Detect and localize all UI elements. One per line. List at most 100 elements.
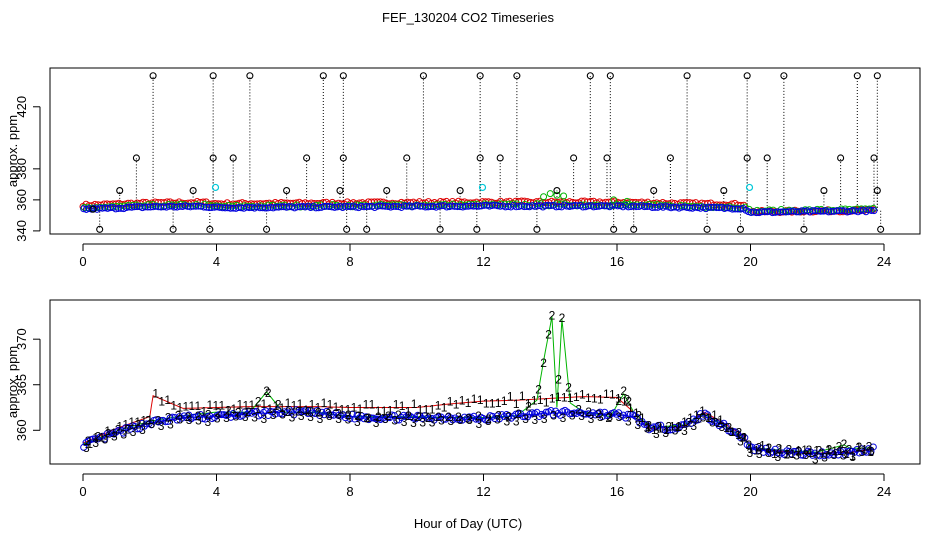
bottom-series-2-label: 2 <box>495 408 502 422</box>
bottom-series-1-label: 1 <box>663 423 670 437</box>
top-blue-point <box>389 202 397 210</box>
bottom-series-2-label: 2 <box>555 372 562 386</box>
bottom-series-2-label: 2 <box>766 441 773 455</box>
top-blue-point <box>520 203 528 211</box>
bottom-series-2-label: 2 <box>585 405 592 419</box>
bottom-series-1-label: 1 <box>813 443 820 457</box>
bottom-series-1-label: 1 <box>200 405 207 419</box>
top-black-point <box>339 154 347 162</box>
bottom-series-3-point <box>500 413 508 421</box>
bottom-series-3-point <box>566 410 574 418</box>
top-blue-point <box>584 202 592 210</box>
top-blue-point <box>817 207 825 215</box>
top-data-layer <box>79 72 885 233</box>
top-black-point <box>303 154 311 162</box>
bottom-series-1-label: 1 <box>333 400 340 414</box>
bottom-series-3-point <box>320 411 328 419</box>
bottom-series-1-label: 1 <box>849 449 856 463</box>
top-blue-point <box>771 208 779 216</box>
bottom-series-2-label: 2 <box>756 440 763 454</box>
top-black-point <box>209 72 217 80</box>
top-blue-point <box>221 204 229 212</box>
top-blue-point <box>256 204 264 212</box>
bottom-series-3-point <box>731 428 739 436</box>
bottom-series-3-point <box>297 408 305 416</box>
bottom-series-3-point <box>215 411 223 419</box>
top-blue-point <box>542 201 550 209</box>
bottom-series-1-label: 1 <box>717 413 724 427</box>
bottom-series-1-label: 1 <box>435 398 442 412</box>
bottom-series-3-point <box>825 451 833 459</box>
top-black-point <box>743 72 751 80</box>
bottom-series-1-label: 1 <box>765 442 772 456</box>
bottom-series-3-point <box>229 409 237 417</box>
top-blue-point <box>552 203 560 211</box>
bottom-series-1-label: 1 <box>855 440 862 454</box>
bottom-series-2-label: 2 <box>645 419 652 433</box>
bottom-series-1-label: 1 <box>243 398 250 412</box>
bottom-series-3-point <box>549 411 557 419</box>
bottom-series-3-label: 3 <box>662 426 669 440</box>
bottom-series-3-point <box>397 414 405 422</box>
top-y-tick-label: 340 <box>14 220 29 242</box>
top-black-point <box>720 187 728 195</box>
bottom-series-2-label: 2 <box>715 416 722 430</box>
top-blue-point <box>320 202 328 210</box>
bottom-series-3-point <box>678 421 686 429</box>
bottom-series-1-label: 1 <box>555 390 562 404</box>
bottom-series-1-label: 1 <box>146 413 153 427</box>
bottom-series-3-label: 3 <box>644 421 651 435</box>
bottom-series-1-label: 1 <box>375 404 382 418</box>
top-blue-point <box>114 204 122 212</box>
bottom-series-3-point <box>748 443 756 451</box>
top-blue-point <box>670 203 678 211</box>
bottom-series-3-point <box>862 448 870 456</box>
top-blue-point <box>347 203 355 211</box>
bottom-series-1-label: 1 <box>417 402 424 416</box>
top-black-point <box>800 225 808 233</box>
bottom-series-2-label: 2 <box>405 409 412 423</box>
bottom-series-3-point <box>760 448 768 456</box>
top-blue-point <box>435 202 443 210</box>
bottom-series-1-label: 1 <box>615 392 622 406</box>
bottom-series-2-label: 2 <box>345 408 352 422</box>
bottom-series-1-label: 1 <box>699 404 706 418</box>
bottom-series-2-label: 2 <box>335 406 342 420</box>
top-blue-point <box>152 202 160 210</box>
top-blue-point <box>341 202 349 210</box>
bottom-series-3-point <box>367 414 375 422</box>
top-blue-point <box>176 202 184 210</box>
top-blue-point <box>424 203 432 211</box>
top-blue-point <box>264 204 272 212</box>
top-blue-point <box>125 203 133 211</box>
top-blue-point <box>782 208 790 216</box>
bottom-series-3-label: 3 <box>214 412 221 426</box>
top-black-point <box>209 154 217 162</box>
bottom-series-3-point <box>708 417 716 425</box>
bottom-series-3-point <box>372 415 380 423</box>
bottom-series-2-label: 2 <box>549 308 556 322</box>
bottom-series-3-point <box>355 414 363 422</box>
bottom-series-3-label: 3 <box>840 448 847 462</box>
bottom-series-1-label: 1 <box>561 390 568 404</box>
bottom-series-1-label: 1 <box>807 446 814 460</box>
top-blue-point <box>245 204 253 212</box>
bottom-series-3-label: 3 <box>204 415 211 429</box>
bottom-series-3-point <box>556 411 564 419</box>
top-blue-point <box>98 204 106 212</box>
bottom-series-1-label: 1 <box>597 392 604 406</box>
top-black-point <box>703 225 711 233</box>
top-blue-point <box>259 204 267 212</box>
bottom-series-1-label: 1 <box>681 415 688 429</box>
top-green-point <box>553 191 561 199</box>
bottom-series-3-label: 3 <box>868 444 875 458</box>
top-black-point <box>116 187 124 195</box>
top-green-point <box>180 201 188 209</box>
bottom-series-2-label: 2 <box>415 410 422 424</box>
bottom-series-3-point <box>152 416 160 424</box>
bottom-series-2-label: 2 <box>475 409 482 423</box>
top-blue-point <box>360 203 368 211</box>
bottom-series-2-label: 2 <box>355 409 362 423</box>
top-black-point <box>419 72 427 80</box>
